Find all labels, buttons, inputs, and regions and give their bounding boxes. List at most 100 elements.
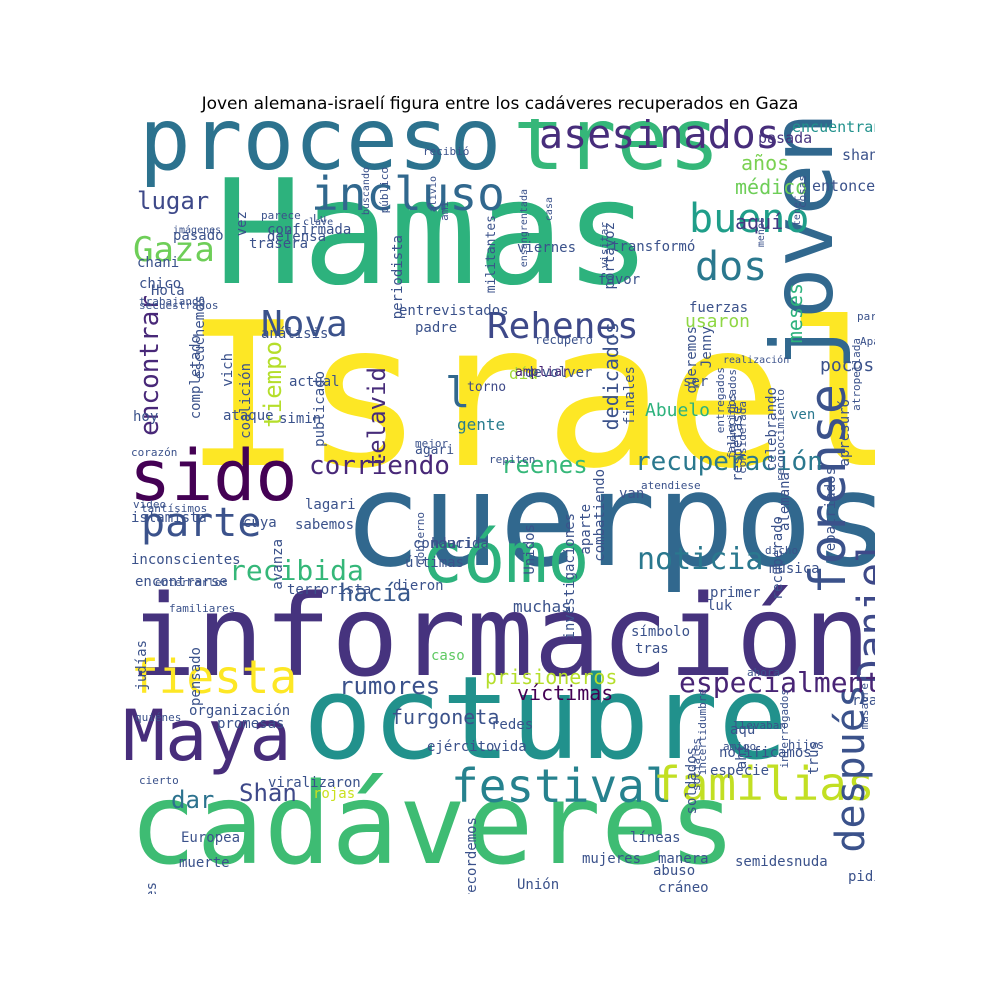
cloud-word: aquí: [735, 210, 784, 234]
cloud-word: shani: [842, 146, 875, 164]
cloud-word: dos: [695, 244, 768, 290]
cloud-word: gobierno: [414, 512, 427, 565]
cloud-word: Nova: [261, 304, 348, 345]
cloud-word: atendiese: [641, 479, 701, 492]
word-cloud: Israel Hamas cuerpos información octubre cadá…: [125, 119, 875, 894]
cloud-word: entrevistados: [399, 303, 509, 319]
cloud-word: ven: [790, 407, 816, 423]
cloud-word: médico: [735, 175, 808, 199]
cloud-word: Europea: [181, 830, 241, 846]
cloud-word: análisis: [261, 326, 329, 342]
cloud-word: especie: [710, 763, 770, 779]
cloud-word: pasado: [173, 228, 224, 244]
cloud-word: pensado: [188, 647, 204, 707]
cloud-word: simin: [279, 411, 322, 427]
cloud-word: cuya: [243, 515, 277, 531]
cloud-word: ampliar: [515, 365, 570, 380]
cloud-word: ensangrentada: [519, 189, 530, 268]
cloud-word: familiares: [169, 602, 236, 615]
cloud-word: trasera: [249, 236, 309, 252]
cloud-word: últimas: [405, 555, 465, 571]
cloud-word: inconscientes: [131, 552, 241, 568]
cloud-word: ser: [683, 374, 709, 390]
cloud-word: ejército: [427, 739, 495, 755]
cloud-word: usaron: [685, 311, 751, 332]
cloud-word: promesas: [217, 716, 285, 732]
cloud-word: Israel: [183, 280, 875, 513]
cloud-word: tener: [792, 196, 803, 227]
cloud-word: organización: [189, 703, 291, 719]
cloud-word: aparte: [578, 504, 594, 555]
cloud-word: recordemos: [464, 817, 480, 894]
cloud-word: pidió: [848, 869, 875, 885]
cloud-word: prisioneros: [485, 665, 618, 689]
figure-title: Joven alemana-israelí figura entre los c…: [201, 94, 799, 114]
cloud-word: cuerpos: [343, 444, 875, 596]
cloud-word: redes: [491, 717, 534, 733]
cloud-word: recibió: [423, 145, 470, 158]
cloud-word: quiénes: [135, 711, 182, 724]
cloud-word: islamista: [131, 510, 207, 526]
cloud-word: terrorista: [287, 582, 372, 598]
cloud-word: líneas: [630, 830, 681, 846]
cloud-word: enterrarlos: [155, 576, 228, 589]
cloud-word: pasada: [758, 129, 813, 147]
cloud-word: masacre: [858, 683, 871, 730]
cloud-word: encuentran: [792, 119, 875, 136]
cloud-word: octubre: [303, 652, 788, 786]
cloud-word: Hamas: [215, 149, 652, 318]
cloud-word: meses: [783, 283, 807, 344]
cloud-word: viernes: [517, 240, 577, 256]
cloud-word: Gaza: [133, 230, 215, 270]
cloud-word: Hola: [151, 283, 185, 299]
cloud-word: periodista: [390, 235, 406, 320]
cloud-word: clave: [303, 217, 334, 228]
cloud-word: muerte: [179, 855, 230, 871]
cloud-word: Rehenes: [487, 306, 639, 347]
cloud-word: sido: [129, 435, 298, 517]
cloud-word: lagari: [305, 497, 356, 513]
cloud-word: trabajando: [139, 295, 206, 308]
cloud-word: visitar: [598, 222, 611, 269]
cloud-word: chico: [139, 276, 182, 292]
cloud-word: luk: [707, 598, 733, 614]
cloud-word: Daniel: [850, 539, 875, 684]
cloud-word: caso: [431, 648, 465, 664]
cloud-word: furgoneta: [391, 705, 500, 729]
cloud-word: vez: [234, 211, 250, 237]
cloud-word: noticia: [637, 542, 764, 577]
cloud-word: encontrarse: [135, 574, 228, 590]
cloud-word: Maya: [125, 695, 292, 777]
cloud-word: información: [129, 572, 871, 702]
cloud-word: Unión: [517, 877, 560, 893]
cloud-word: recuperación: [635, 447, 823, 477]
cloud-word: Shan: [239, 779, 297, 807]
cloud-word: finales: [622, 366, 638, 426]
cloud-word: corriendo: [309, 451, 450, 481]
cloud-word: público: [378, 167, 391, 214]
cloud-word: gente: [457, 415, 506, 434]
cloud-word: hacía: [339, 579, 412, 607]
cloud-word: dicho: [765, 544, 799, 557]
cloud-word: día: [509, 364, 538, 383]
cloud-word: festival: [451, 759, 673, 813]
cloud-word: torno: [467, 380, 507, 395]
cloud-word: buscando: [361, 167, 372, 216]
cloud-word: tantísimos: [141, 502, 208, 515]
cloud-word: familias: [653, 757, 875, 811]
cloud-word: avanza: [270, 539, 286, 590]
cloud-word: profesionales: [144, 882, 160, 894]
cloud-word: cómo: [421, 517, 590, 599]
cloud-word: víctimas: [517, 681, 614, 705]
cloud-word: recibida: [229, 554, 364, 587]
cloud-word: militantes: [484, 215, 499, 294]
cloud-word: vida: [493, 739, 527, 755]
cloud-word: muchas: [513, 597, 571, 616]
cloud-word: asesinados: [539, 119, 780, 158]
cloud-word: haari: [431, 536, 474, 552]
cloud-word: combatiendo: [592, 469, 608, 562]
cloud-word: video: [133, 498, 167, 511]
cloud-word: Abuelo: [645, 400, 711, 421]
cloud-word: chani: [137, 255, 180, 271]
cloud-word: investigaciones: [562, 513, 578, 640]
